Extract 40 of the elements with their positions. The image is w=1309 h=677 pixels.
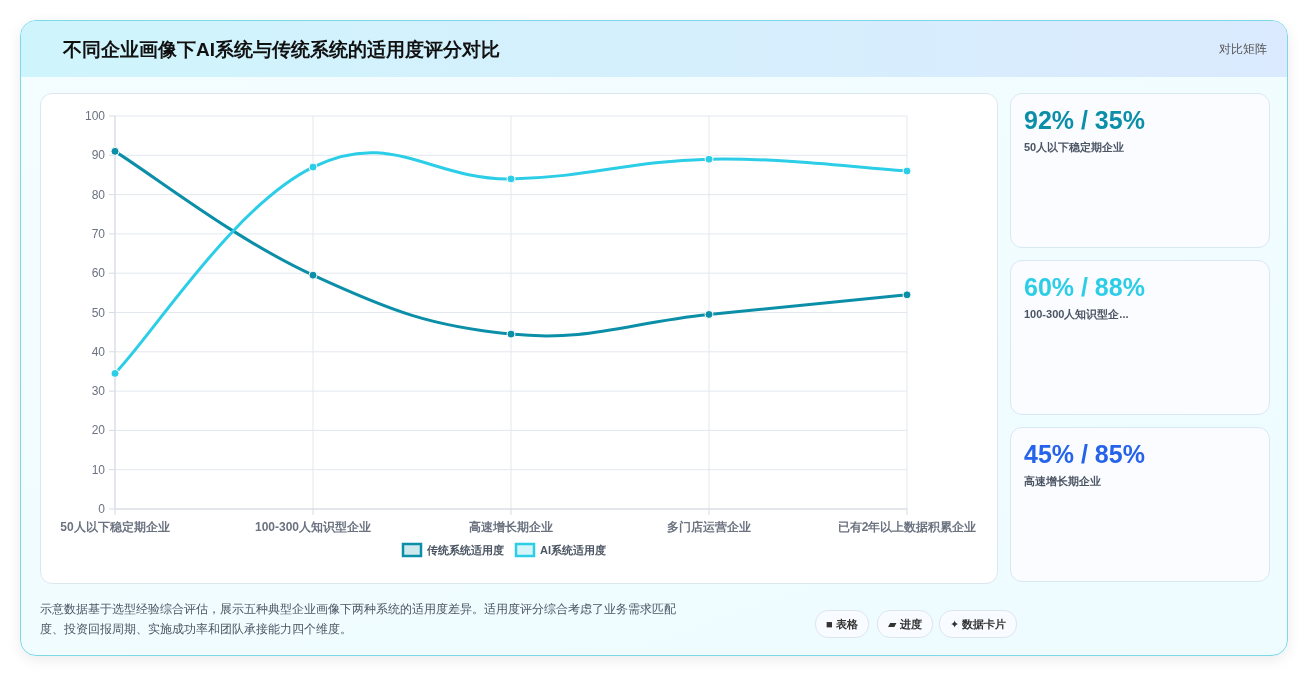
y-tick-label: 100 — [84, 109, 106, 123]
y-tick-label: 40 — [91, 344, 106, 359]
y-tick-label: 50 — [91, 305, 106, 320]
text: 100-300人知识型企... — [1024, 307, 1129, 322]
text: 60% / 88% — [1024, 273, 1145, 302]
y-tick-label: 60 — [91, 266, 106, 281]
point — [902, 166, 912, 176]
y-tick-label: 10 — [91, 462, 106, 477]
point — [308, 270, 318, 280]
point — [308, 162, 318, 172]
point — [506, 174, 516, 184]
text: 50人以下稳定期企业 — [1024, 140, 1125, 155]
legend-label: AI系统适用度 — [540, 544, 606, 556]
point — [704, 154, 714, 164]
x-tick-label: 100-300人知识型企业 — [254, 520, 372, 534]
legend-label: 传统系统适用度 — [426, 544, 504, 556]
text: 高速增长期企业 — [1024, 474, 1101, 489]
y-tick-label: 70 — [91, 226, 106, 241]
x-tick-label: 已有2年以上数据积累企业 — [837, 520, 977, 534]
y-tick-label: 90 — [91, 148, 106, 163]
text: 45% / 85% — [1024, 440, 1145, 469]
x-tick-label: 50人以下稳定期企业 — [60, 520, 170, 534]
y-tick-label: 30 — [91, 384, 106, 399]
y-tick-label: 80 — [91, 187, 106, 202]
y-tick-label: 0 — [98, 502, 106, 516]
point — [110, 368, 120, 378]
text: ▰ 进度 — [877, 610, 933, 638]
point — [110, 146, 120, 156]
text: 92% / 35% — [1024, 106, 1145, 135]
text: ■ 表格 — [815, 610, 869, 638]
point — [506, 329, 516, 339]
point — [704, 309, 714, 319]
text: 对比矩阵 — [1219, 41, 1267, 58]
x-tick-label: 高速增长期企业 — [469, 520, 553, 534]
y-tick-label: 20 — [91, 423, 106, 438]
text: ✦ 数据卡片 — [939, 610, 1018, 638]
chart-title: 不同企业画像下AI系统与传统系统的适用度评分对比 — [63, 38, 500, 62]
point — [902, 290, 912, 300]
text: 示意数据基于选型经验综合评估，展示五种典型企业画像下两种系统的适用度差异。适用度评分综合考虑了业务需求匹配度、投资回报周期、实施成功率和团队承接能力四个维度。 — [40, 601, 677, 638]
x-tick-label: 多门店运营企业 — [667, 520, 751, 534]
